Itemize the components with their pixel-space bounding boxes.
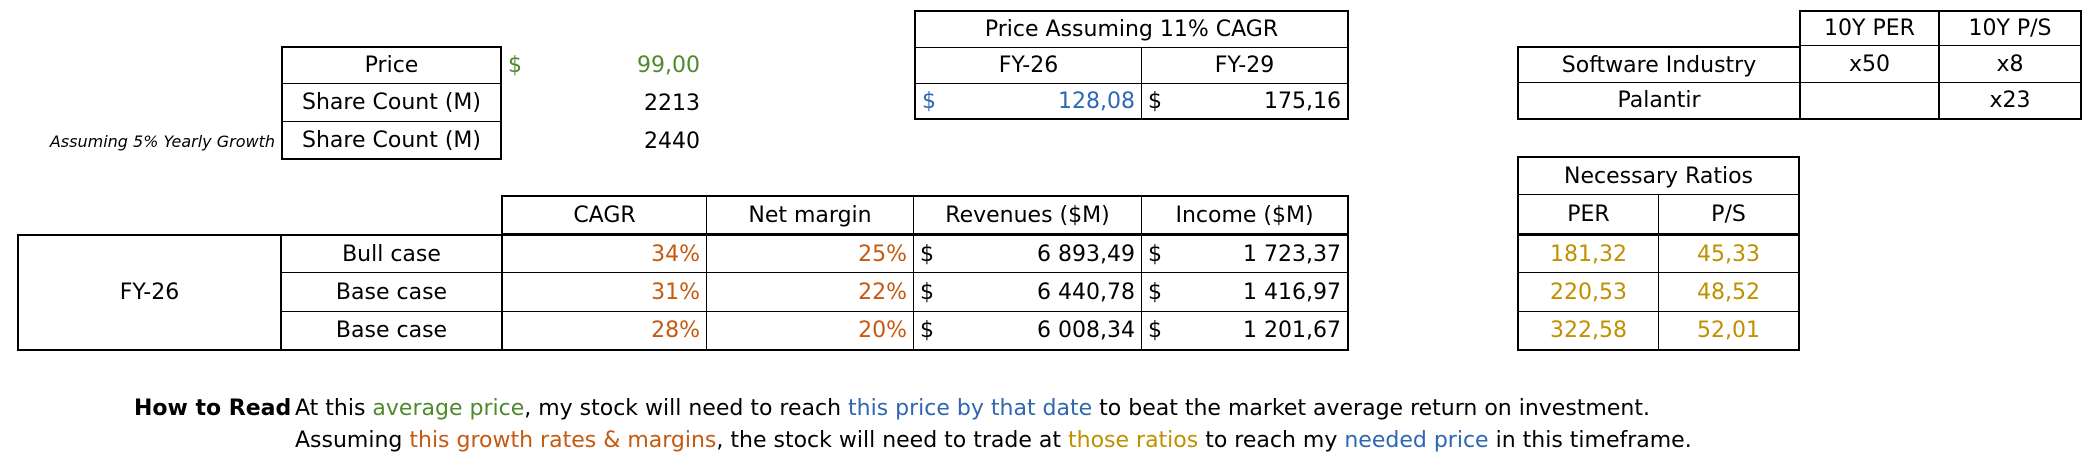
how-to-read-line-2: Assuming this growth rates & margins, th… [295, 428, 1692, 453]
price-value: 99,00 [637, 52, 700, 78]
scenario-row-2-case: Base case [282, 273, 501, 312]
scenario-row-2-cagr: 31% [501, 273, 707, 312]
industry-row-software-ps: x8 [1940, 46, 2082, 83]
line-1-highlight-average-price: average price [372, 396, 525, 421]
scenario-row-3-cagr: 28% [501, 312, 707, 351]
scenario-period: FY-26 [17, 234, 282, 351]
cagr-title: Price Assuming 11% CAGR [914, 10, 1349, 48]
scenario-row-2-income: 1 416,97 [1243, 279, 1341, 305]
scenario-row-1-revenues: 6 893,49 [1037, 241, 1135, 267]
industry-header-ps: 10Y P/S [1940, 10, 2082, 46]
ratios-header-ps: P/S [1659, 195, 1800, 234]
growth-note: Assuming 5% Yearly Growth [49, 131, 275, 151]
how-to-read-line-1: At this average price, my stock will nee… [295, 396, 1650, 421]
industry-row-palantir-ps: x23 [1940, 83, 2082, 120]
scenario-header-cagr: CAGR [501, 195, 707, 234]
line-2-text-4: in this timeframe. [1488, 428, 1692, 453]
line-2-highlight-growth-rates: this growth rates & margins [409, 428, 717, 453]
scenario-header-income: Income ($M) [1142, 195, 1349, 234]
cagr-fy29-cell: $ 175,16 [1142, 84, 1349, 120]
scenario-row-3-income-cell: $ 1 201,67 [1142, 312, 1349, 351]
line-2-text-3: to reach my [1198, 428, 1345, 453]
cagr-col-fy29: FY-29 [1142, 48, 1349, 84]
scenario-header-margin: Net margin [707, 195, 914, 234]
scenario-row-1-revenues-cell: $ 6 893,49 [914, 234, 1142, 273]
share-count-value: 2213 [644, 90, 700, 116]
scenario-row-2-income-currency: $ [1148, 279, 1162, 305]
line-2-highlight-needed-price: needed price [1344, 428, 1489, 453]
ratios-row-1-per: 181,32 [1517, 234, 1659, 273]
scenario-row-1-income: 1 723,37 [1243, 241, 1341, 267]
industry-row-palantir-name: Palantir [1517, 83, 1799, 120]
ratios-row-3-per: 322,58 [1517, 312, 1659, 351]
scenario-row-1-cagr: 34% [501, 234, 707, 273]
scenario-row-3-revenues-cell: $ 6 008,34 [914, 312, 1142, 351]
line-2-highlight-ratios: those ratios [1068, 428, 1199, 453]
ratios-row-2-per: 220,53 [1517, 273, 1659, 312]
ratios-title: Necessary Ratios [1517, 156, 1800, 195]
scenario-row-3-revenues: 6 008,34 [1037, 318, 1135, 343]
scenario-row-1-income-cell: $ 1 723,37 [1142, 234, 1349, 273]
scenario-header-revenues: Revenues ($M) [914, 195, 1142, 234]
price-label: Price [281, 46, 502, 84]
scenario-row-2-revenues-cell: $ 6 440,78 [914, 273, 1142, 312]
scenario-row-1-income-currency: $ [1148, 241, 1162, 267]
ratios-row-2-ps: 48,52 [1659, 273, 1800, 312]
how-to-read-label: How to Read [134, 396, 292, 421]
price-value-cell: $ 99,00 [502, 46, 706, 84]
cagr-fy26-currency: $ [922, 88, 936, 114]
scenario-row-3-income-currency: $ [1148, 318, 1162, 343]
scenario-row-3-revenues-currency: $ [920, 318, 934, 343]
scenario-row-3-case: Base case [282, 312, 501, 351]
ratios-header-per: PER [1517, 195, 1659, 234]
scenario-row-1-margin: 25% [707, 234, 914, 273]
line-2-text-2: , the stock will need to trade at [716, 428, 1068, 453]
industry-header-per: 10Y PER [1799, 10, 1940, 46]
scenario-row-2-revenues-currency: $ [920, 279, 934, 305]
scenario-row-2-income-cell: $ 1 416,97 [1142, 273, 1349, 312]
cagr-fy26-cell: $ 128,08 [914, 84, 1142, 120]
cagr-fy29-value: 175,16 [1264, 88, 1341, 114]
ratios-row-3-ps: 52,01 [1659, 312, 1800, 351]
price-currency: $ [508, 52, 522, 78]
industry-row-palantir-per [1799, 83, 1940, 120]
industry-row-software-per: x50 [1799, 46, 1940, 83]
line-1-text-3: to beat the market average return on inv… [1092, 396, 1650, 421]
cagr-fy29-currency: $ [1148, 88, 1162, 114]
industry-row-software-name: Software Industry [1517, 46, 1799, 83]
line-1-text-2: , my stock will need to reach [524, 396, 849, 421]
scenario-row-2-revenues: 6 440,78 [1037, 279, 1135, 305]
ratios-row-1-ps: 45,33 [1659, 234, 1800, 273]
scenario-row-1-revenues-currency: $ [920, 241, 934, 267]
line-2-text-1: Assuming [295, 428, 410, 453]
share-count-label: Share Count (M) [281, 84, 502, 122]
scenario-row-2-margin: 22% [707, 273, 914, 312]
share-count-future-value: 2440 [644, 128, 700, 154]
cagr-fy26-value: 128,08 [1058, 88, 1135, 114]
scenario-row-3-margin: 20% [707, 312, 914, 351]
share-count-future-label: Share Count (M) [281, 122, 502, 160]
line-1-text-1: At this [295, 396, 373, 421]
line-1-highlight-price-by-date: this price by that date [848, 396, 1093, 421]
scenario-row-1-case: Bull case [282, 234, 501, 273]
scenario-row-3-income: 1 201,67 [1243, 318, 1341, 343]
cagr-col-fy26: FY-26 [914, 48, 1142, 84]
